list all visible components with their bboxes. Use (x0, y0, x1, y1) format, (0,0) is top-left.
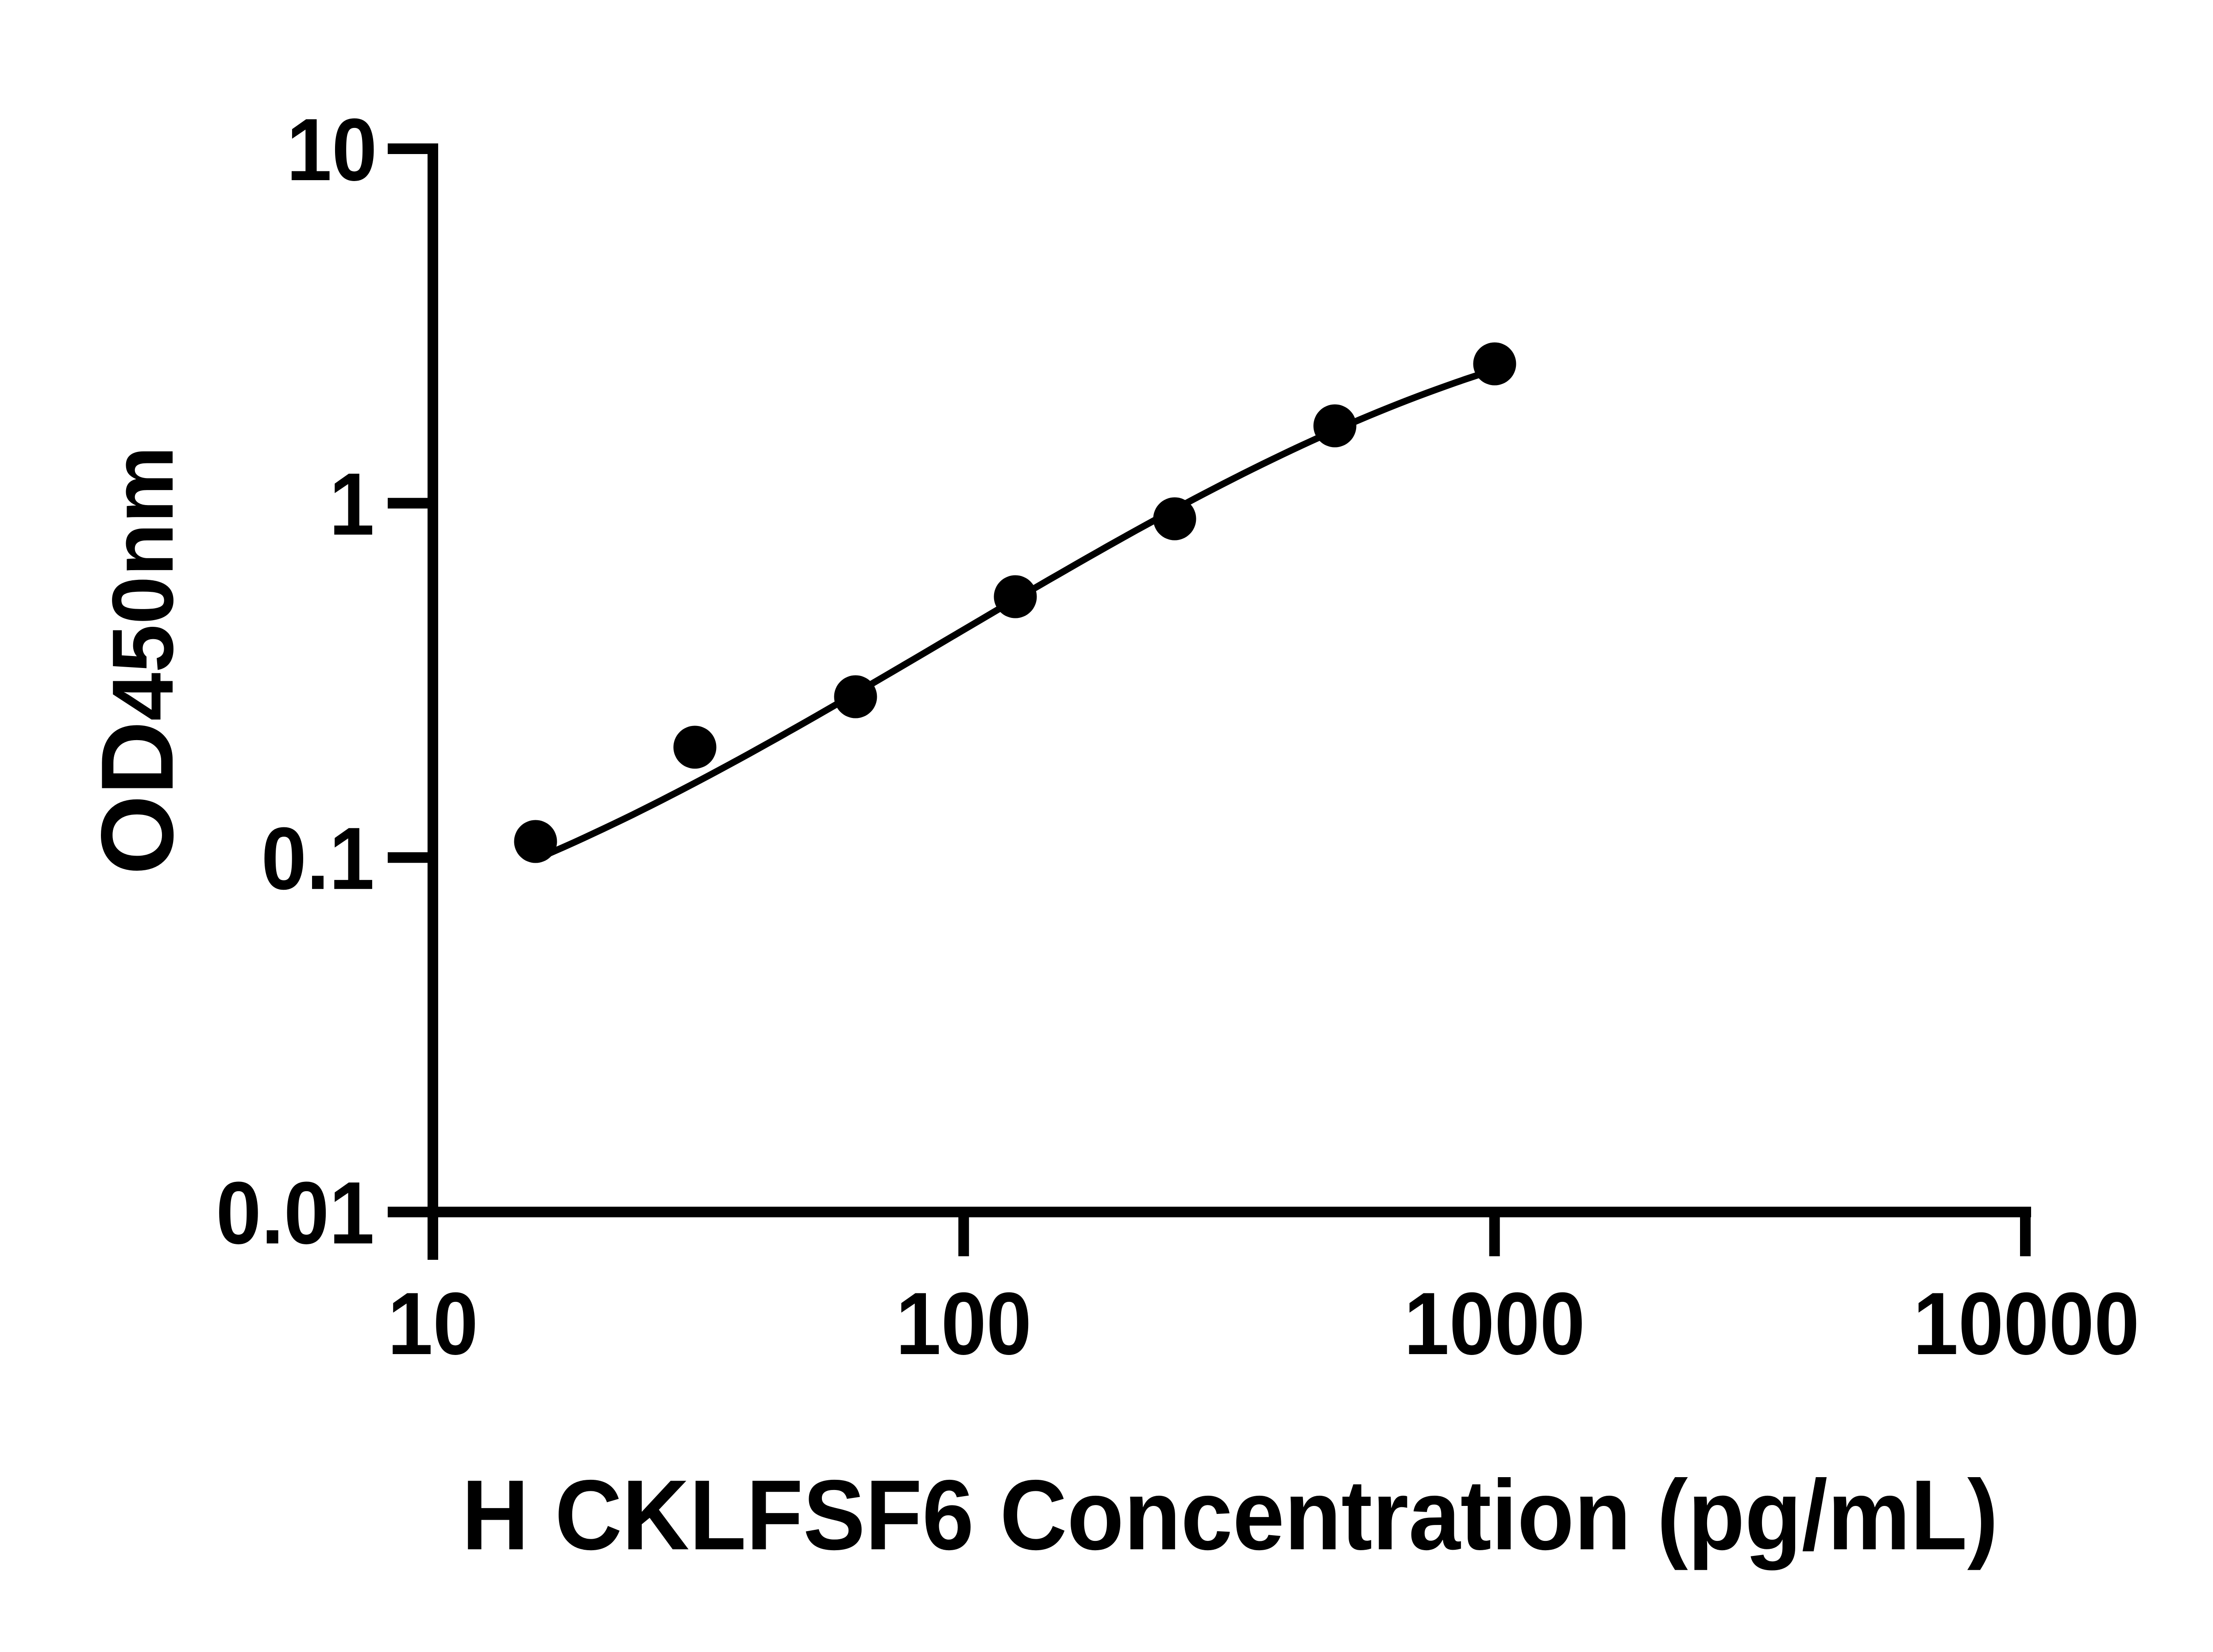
svg-text:OD450nm: OD450nm (80, 446, 195, 875)
svg-text:0.01: 0.01 (216, 1163, 374, 1262)
svg-text:10000: 10000 (1913, 1274, 2140, 1373)
svg-text:H CKLFSF6 Concentration (pg/mL: H CKLFSF6 Concentration (pg/mL) (462, 1460, 1998, 1571)
svg-text:10: 10 (388, 1274, 478, 1373)
svg-text:10: 10 (286, 100, 377, 199)
svg-text:0.1: 0.1 (261, 809, 374, 908)
svg-text:1: 1 (329, 455, 374, 554)
svg-text:100: 100 (896, 1274, 1032, 1373)
svg-text:1000: 1000 (1404, 1274, 1585, 1373)
